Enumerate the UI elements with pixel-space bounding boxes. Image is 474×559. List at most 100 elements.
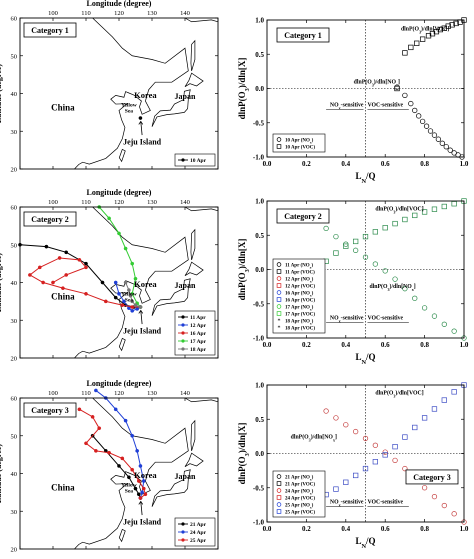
y-tick-label: -1.0 [253,519,265,527]
data-point-square [382,225,388,231]
x-tick-label: 100 [48,199,58,206]
trajectory-point [138,464,143,468]
series-1 [323,382,467,498]
legend-marker [181,323,185,327]
x-tick-label: 0.4 [341,525,350,533]
legend-label: 17 Apr [190,339,207,345]
data-point-square [412,212,418,219]
data-point-square [421,415,428,421]
label-nox-sensitive: NOx-sensitive [330,316,364,324]
data-point-square [276,495,282,500]
trajectory-point [117,291,121,296]
x-tick-label: 1.0 [460,525,469,533]
data-point-circle [276,488,282,493]
y-tick-label: 0.0 [255,266,264,274]
trajectory-point [94,388,98,393]
data-point-square [419,36,426,42]
trajectory-point [28,273,32,277]
data-point-square [421,209,428,215]
north-coast [184,397,219,403]
data-point-square [412,424,418,431]
y-tick-label: 0.0 [255,85,264,93]
map-y-axis-title: Latitude (degree) [0,64,3,124]
coastline [74,397,189,550]
data-point-circle [408,100,414,107]
data-point-square [408,44,414,51]
data-point-circle [451,328,457,334]
plot-legend-frame [272,258,326,334]
legend-label: 25 Apr (VOC) [285,511,315,516]
x-tick-label: 0.2 [302,160,311,168]
data-point-circle [333,233,339,240]
trajectory-point [100,280,105,285]
annotation-voc: dlnP(O3)/dln[VOC] [375,390,423,399]
label-nox-sensitive: NOx-sensitive [330,102,364,110]
y-tick-label: 1.0 [255,382,264,390]
y-tick-label: 30 [11,509,18,516]
trajectory-point [138,116,143,120]
map-legend: 10 Apr [174,153,216,167]
category-label-box: Category 3 [23,402,77,418]
trajectory-point [120,303,125,307]
category-title: Category 3 [31,406,69,415]
plot-legend-frame [272,470,326,518]
x-tick-label: 140 [180,390,190,397]
label-voc-sensitive: VOC-sensitive [367,500,403,506]
label-jeju-island: Jeju Island [123,137,162,146]
label-yellow-sea-2: Sea [125,488,134,494]
data-point-star: * [278,319,281,325]
map-panel-0: 100 110 120 130 140 20 30 40 50 60 Longitude (degr… [0,0,219,174]
label-korea: Korea [134,470,157,480]
label-korea: Korea [134,90,157,100]
y-tick-label: 60 [11,16,18,23]
data-point-square [392,220,398,227]
scatter-panel-3: 0.0 0.2 0.4 0.6 0.8 1.0 -1.0 -0.5 0.0 0.5 1.0 LN/Q d… [237,198,469,366]
category-label-box: Category 2 [276,208,330,224]
legend-label: 11 Apr (VOC) [285,271,315,276]
category-box-frame [405,469,459,485]
y-tick-label: -0.5 [253,300,265,308]
data-point-circle [421,305,428,311]
data-point-circle [276,474,282,479]
data-point-circle [276,137,282,142]
y-axis-label: dlnP(O3)/dln[X] [237,239,251,301]
trajectory-point [130,261,135,266]
legend-marker [181,158,185,162]
legend-marker [181,315,185,319]
data-point-circle [323,225,329,232]
y-tick-label: 30 [11,129,18,136]
series-1 [394,17,467,92]
x-tick-label: 0.6 [381,160,390,168]
x-tick-label: 0.4 [341,341,350,349]
y-tick-label: 0.5 [255,416,264,424]
legend-marker [181,347,185,351]
trajectory-point [51,280,55,285]
map-x-axis-title: Longitude (degree) [87,188,152,197]
legend-label: 18 Apr (VOC) [285,327,315,332]
legend-label: 24 Apr (VOC) [285,497,315,502]
jeju-arrow [140,121,143,136]
legend-label: 11 Apr [190,315,206,321]
series-0 [323,408,467,525]
data-point-circle [427,128,434,134]
trajectory-point [138,305,143,309]
map-x-axis-title: Longitude (degree) [87,0,152,8]
y-tick-label: 50 [11,53,18,60]
data-point-square [372,459,378,465]
x-tick-label: 0.2 [302,525,311,533]
trajectory-point [120,456,125,461]
category-title: Category 1 [284,31,322,40]
trajectory-point [141,479,146,483]
north-coast [184,17,219,23]
data-point-square [343,479,349,485]
category-title: Category 2 [284,212,322,221]
data-point-circle [412,107,418,114]
category-title: Category 1 [31,26,69,35]
data-point-square [343,243,349,249]
data-point-circle [276,262,282,267]
legend-label: 10 Apr [190,158,207,164]
legend-label: 17 Apr (VOC) [285,313,315,318]
x-tick-label: 120 [114,10,124,17]
label-japan: Japan [175,281,196,290]
legend-label: 17 Apr (NOx) [285,306,314,312]
